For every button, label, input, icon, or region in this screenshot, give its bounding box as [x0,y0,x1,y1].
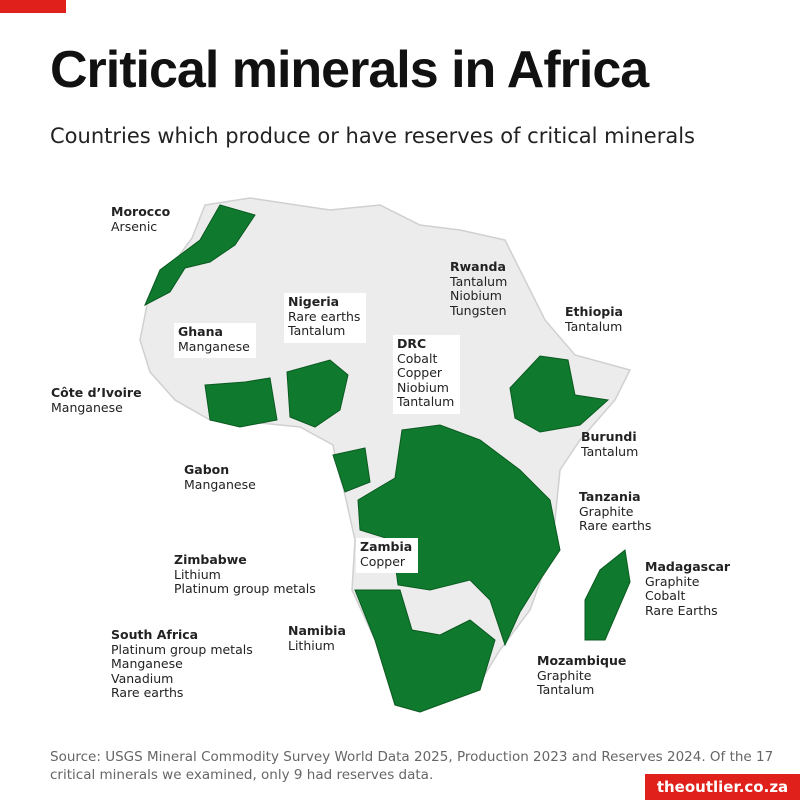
mineral: Tungsten [450,302,507,318]
nigeria [286,359,349,428]
mineral: Graphite [579,503,634,519]
mineral: Vanadium [111,670,174,686]
brand: theoutlier.co.za [645,774,800,800]
country-label: Zambia Copper [356,538,419,573]
source-note: Source: USGS Mineral Commodity Survey Wo… [50,749,774,783]
country-name: Ethiopia [565,304,623,319]
country-name: Mozambique [537,653,627,668]
mineral: Niobium [397,379,449,395]
mineral: Copper [397,365,443,380]
mineral: Manganese [51,399,123,415]
mineral: Manganese [178,338,250,354]
country-name: Madagascar [645,559,731,574]
mineral: Copper [360,553,406,569]
mineral: Graphite [645,573,700,589]
mineral: Lithium [174,566,221,582]
central-east [357,424,561,647]
mineral: Platinum group metals [111,641,253,657]
country-name: South Africa [111,627,199,642]
country-name: Nigeria [288,294,340,309]
country-name: Gabon [184,462,230,477]
mineral: Rare earths [288,308,361,324]
gabon [332,447,371,493]
mineral: Manganese [184,476,256,492]
country-label: Ethiopia Tantalum [565,304,623,334]
country-label: Ghana Manganese [174,323,256,358]
mineral: Manganese [111,656,183,671]
country-label: Tanzania Graphite Rare earths [579,489,652,534]
mineral: Rare Earths [645,602,718,618]
country-name: Tanzania [579,489,641,504]
mineral: Tantalum [581,443,639,459]
country-label: Gabon Manganese [184,462,256,492]
madagascar [584,549,631,641]
mineral: Lithium [288,637,335,653]
country-name: Zambia [360,539,413,554]
morocco [143,204,256,307]
mineral: Rare earths [111,685,184,700]
title: Critical minerals in Africa [50,41,649,99]
country-name: DRC [397,336,427,351]
country-label: Morocco Arsenic [111,204,171,234]
subtitle: Countries which produce or have reserves… [50,124,695,148]
country-label: Madagascar Graphite Cobalt Rare Earths [645,559,731,618]
mineral: Niobium [450,288,502,303]
country-label: DRC Cobalt Copper Niobium Tantalum [393,335,461,414]
ethiopia [509,355,610,433]
country-label: Mozambique Graphite Tantalum [537,653,627,698]
mineral: Graphite [537,667,592,683]
mineral: Tantalum [537,682,595,697]
mineral: Tantalum [450,273,508,289]
country-name: Namibia [288,623,346,638]
country-label: Burundi Tantalum [581,429,639,459]
country-name: Ghana [178,324,223,339]
highlighted-countries [143,204,631,713]
country-label: Zimbabwe Lithium Platinum group metals [174,552,316,597]
country-name: Zimbabwe [174,552,247,567]
country-name: Morocco [111,204,171,219]
southern [354,589,496,713]
country-label: Côte d’Ivoire Manganese [51,385,142,415]
mineral: Cobalt [397,350,438,366]
country-label: South Africa Platinum group metals Mangane… [111,627,253,701]
mineral: Arsenic [111,218,158,234]
country-name: Rwanda [450,259,506,274]
mineral: Tantalum [288,323,346,338]
cote-divoire-ghana [204,377,278,428]
mineral: Tantalum [397,394,455,409]
country-name: Burundi [581,429,637,444]
country-label: Namibia Lithium [288,623,346,653]
mineral: Tantalum [565,318,623,334]
mineral: Rare earths [579,518,652,533]
mineral: Cobalt [645,588,686,603]
accent-bar [0,0,66,13]
country-label: Nigeria Rare earths Tantalum [284,293,367,343]
country-name: Côte d’Ivoire [51,385,142,400]
mineral: Platinum group metals [174,581,316,596]
country-label: Rwanda Tantalum Niobium Tungsten [450,259,508,318]
